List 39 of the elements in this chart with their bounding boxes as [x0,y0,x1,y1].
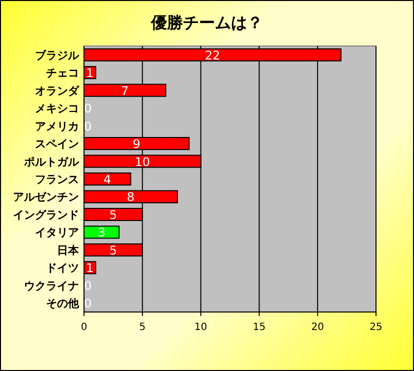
data-label: 0 [84,296,92,311]
y-tick-label: ブラジル [35,48,80,62]
y-tick-label: チェコ [46,66,79,80]
data-label: 0 [84,119,92,134]
y-tick-label: メキシコ [35,102,79,116]
data-label: 0 [84,278,92,293]
x-tick-label: 10 [194,322,208,333]
y-tick-label: ドイツ [46,262,79,275]
data-label: 1 [86,66,94,80]
y-tick-label: ポルトガル [23,155,80,168]
data-label: 1 [86,261,94,276]
x-tick-label: 15 [252,322,266,333]
data-label: 7 [121,84,129,98]
data-label: 4 [104,172,112,186]
data-label: 5 [109,243,118,258]
x-tick-label: 0 [80,322,88,333]
y-tick-label: オランダ [35,84,80,98]
data-label: 22 [204,48,220,62]
y-tick-label: アルゼンチン [13,190,79,204]
chart-title: 優勝チームは？ [150,13,263,32]
data-label: 8 [126,190,135,204]
y-tick-label: ウクライナ [24,279,79,292]
data-label: 3 [98,226,106,240]
x-tick-label: 25 [370,322,382,333]
y-tick-label: フランス [35,173,79,186]
data-label: 10 [134,154,150,169]
y-tick-label: アメリカ [35,120,79,133]
y-tick-label: その他 [46,297,80,310]
y-tick-label: イタリア [35,226,79,240]
data-label: 9 [132,137,140,152]
bar [84,226,120,239]
y-tick-label: 日本 [57,244,80,257]
y-tick-label: スペイン [35,138,79,151]
data-label: 0 [84,102,92,116]
x-tick-label: 5 [139,322,146,333]
x-tick-label: 20 [311,322,324,333]
data-label: 5 [109,208,118,222]
bar [84,172,132,186]
y-tick-label: イングランド [13,208,79,222]
